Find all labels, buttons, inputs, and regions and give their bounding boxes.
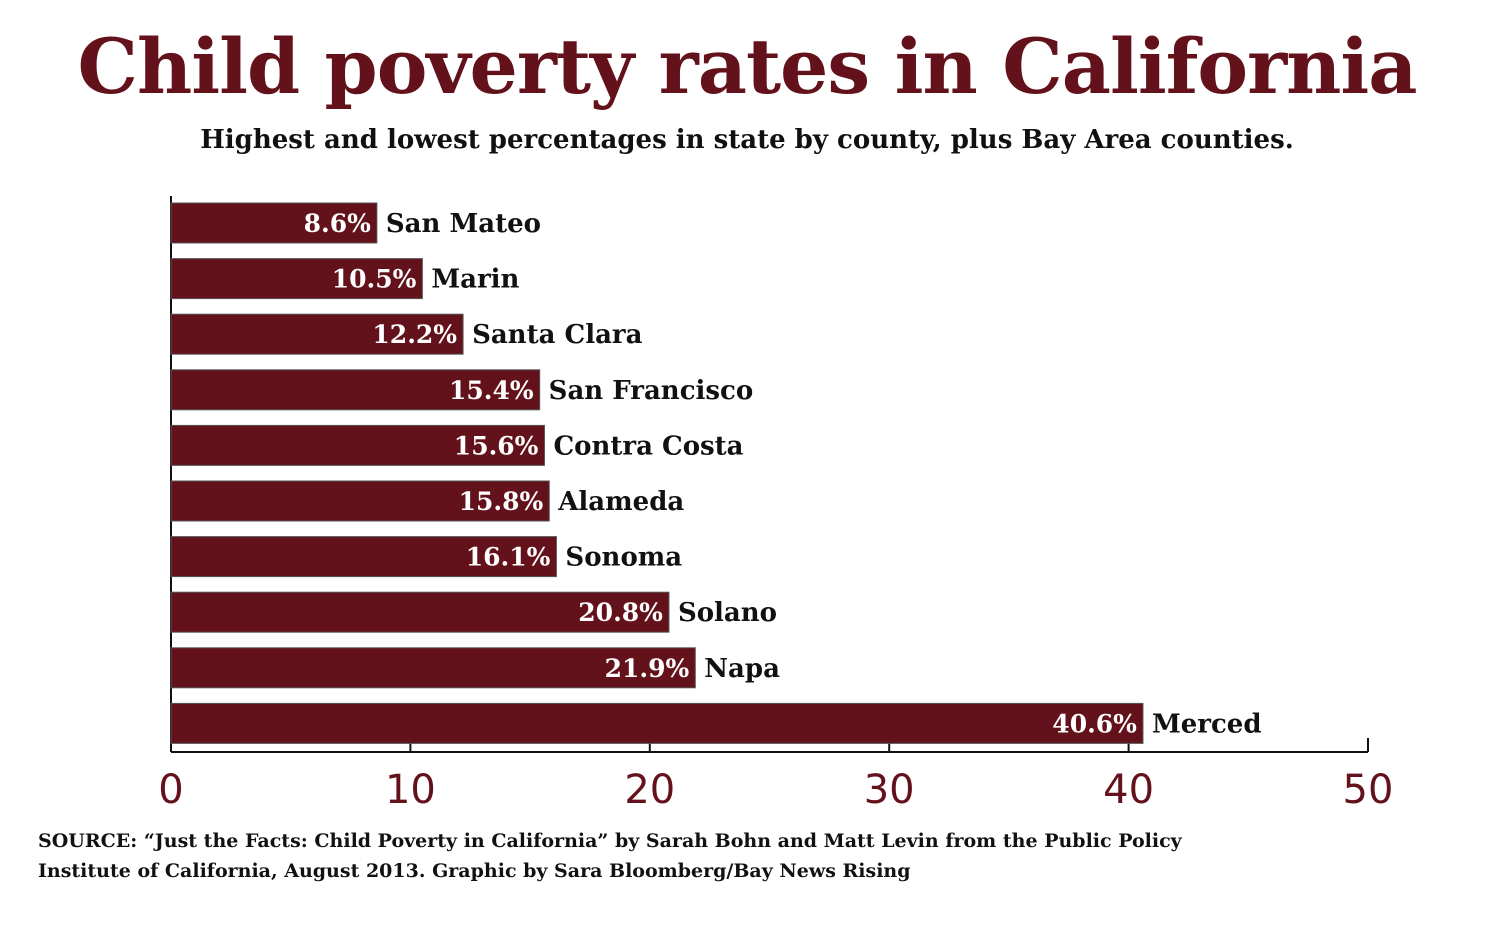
bar-value-label: 16.1%	[466, 543, 551, 572]
x-tick-label: 20	[624, 767, 675, 813]
category-label: San Mateo	[386, 209, 541, 239]
category-label: Santa Clara	[472, 320, 643, 350]
category-label: Solano	[678, 598, 777, 628]
bar	[170, 480, 550, 522]
x-tick-label: 50	[1343, 767, 1394, 813]
category-label: Alameda	[557, 487, 684, 517]
category-label: Merced	[1152, 709, 1262, 739]
bar	[170, 536, 557, 578]
x-tick-label: 40	[1103, 767, 1154, 813]
chart-title: Child poverty rates in California	[77, 22, 1417, 111]
source-line-2: Institute of California, August 2013. Gr…	[38, 860, 911, 882]
source-note: SOURCE: “Just the Facts: Child Poverty i…	[38, 826, 1458, 886]
bar	[170, 424, 545, 466]
bar	[170, 202, 378, 244]
category-label: Contra Costa	[553, 431, 743, 461]
source-line-1: SOURCE: “Just the Facts: Child Poverty i…	[38, 830, 1182, 852]
bar	[170, 591, 670, 633]
bar-value-label: 15.4%	[449, 376, 534, 405]
bar-value-label: 10.5%	[332, 265, 417, 294]
bar-value-label: 15.8%	[459, 487, 544, 516]
bar	[170, 369, 541, 411]
category-label: San Francisco	[549, 376, 754, 406]
bar-value-label: 15.6%	[454, 431, 539, 460]
chart-subtitle: Highest and lowest percentages in state …	[200, 125, 1294, 155]
x-tick-label: 0	[158, 767, 183, 813]
bar-value-label: 8.6%	[304, 209, 371, 238]
category-label: Napa	[704, 654, 780, 684]
bar	[170, 313, 464, 355]
category-label: Sonoma	[565, 543, 682, 573]
bar	[170, 258, 423, 300]
bar-value-label: 21.9%	[605, 654, 690, 683]
bar	[170, 647, 696, 689]
x-tick-label: 10	[385, 767, 436, 813]
x-tick-label: 30	[864, 767, 915, 813]
bar-value-label: 40.6%	[1052, 709, 1137, 738]
bar	[170, 702, 1144, 744]
category-label: Marin	[431, 265, 519, 295]
bar-value-label: 20.8%	[578, 598, 663, 627]
bar-value-label: 12.2%	[372, 320, 457, 349]
